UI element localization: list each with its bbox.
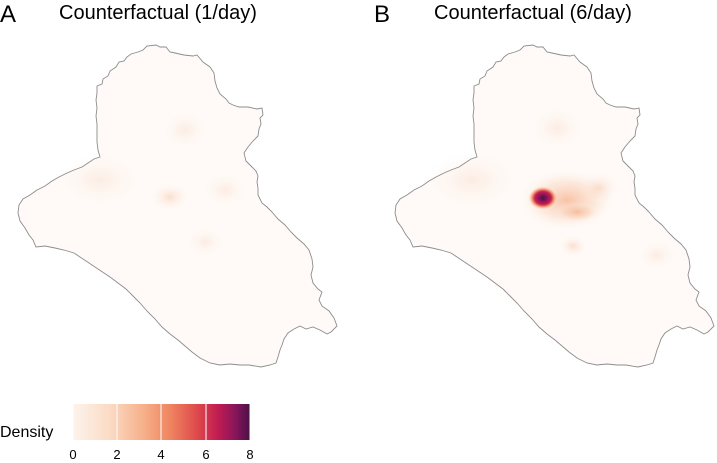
- legend-tick-4: 4: [157, 447, 165, 462]
- legend-tick-2: 2: [113, 447, 121, 462]
- density-blob-b-south: [559, 235, 587, 257]
- legend-tick-8: 8: [246, 447, 254, 462]
- legend-title: Density: [0, 424, 54, 441]
- density-blob-a-center: [150, 183, 190, 211]
- density-blob-a-south: [187, 228, 223, 256]
- density-blob-b-east: [579, 172, 619, 204]
- density-blob-b-north: [531, 108, 583, 148]
- density-blob-b-west: [427, 152, 517, 208]
- density-hotspot-b: [528, 186, 558, 210]
- density-blob-a-west: [60, 155, 140, 205]
- density-blob-b-southeast: [555, 202, 599, 222]
- density-blob-a-east: [203, 174, 247, 206]
- map-panel-a: [17, 44, 338, 368]
- map-panel-b: [394, 44, 715, 368]
- density-blob-a-north: [163, 112, 207, 148]
- panel-a-title: Counterfactual (1/day): [59, 2, 257, 24]
- legend-tick-0: 0: [69, 447, 77, 462]
- legend-colorbar: [72, 404, 251, 440]
- panel-b-title: Counterfactual (6/day): [434, 2, 632, 24]
- panel-a-letter: A: [0, 1, 17, 28]
- panel-b-letter: B: [374, 1, 391, 28]
- density-blob-b-far-east: [639, 241, 675, 269]
- legend-tick-6: 6: [202, 447, 210, 462]
